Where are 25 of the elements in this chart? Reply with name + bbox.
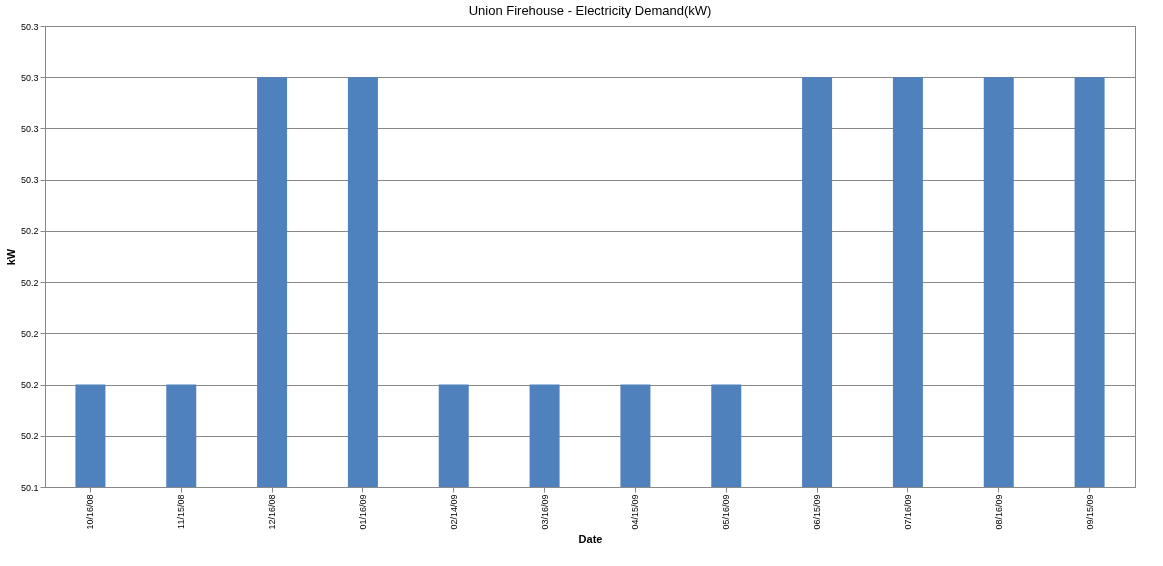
x-tick-label: 03/16/09 (539, 494, 550, 530)
x-tick-label: 12/16/08 (267, 494, 278, 530)
y-tick-label: 50.2 (20, 431, 39, 442)
x-tick-label: 05/16/09 (721, 494, 732, 530)
chart-title: Union Firehouse - Electricity Demand(kW) (468, 3, 712, 18)
x-tick-label: 06/15/09 (812, 494, 823, 530)
y-tick-label: 50.1 (20, 482, 39, 493)
y-tick-label: 50.3 (20, 175, 39, 186)
y-tick-label: 50.3 (20, 123, 39, 134)
x-axis-title: Date (578, 532, 603, 545)
y-tick-label: 50.2 (20, 277, 39, 288)
y-tick-label: 50.3 (20, 21, 39, 32)
x-tick-label: 01/16/09 (357, 494, 368, 530)
x-tick-label: 07/16/09 (902, 494, 913, 530)
x-tick-label: 11/15/08 (176, 494, 187, 529)
x-tick-label: 09/15/09 (1084, 494, 1095, 530)
x-tick-label: 10/16/08 (85, 494, 96, 530)
y-axis-title: kW (4, 248, 17, 266)
y-tick-label: 50.2 (20, 328, 39, 339)
x-tick-label: 08/16/09 (993, 494, 1004, 530)
y-tick-label: 50.2 (20, 380, 39, 391)
y-tick-label: 50.2 (20, 226, 39, 237)
x-tick-label: 04/15/09 (630, 494, 641, 530)
y-tick-label: 50.3 (20, 72, 39, 83)
x-tick-label: 02/14/09 (448, 494, 459, 530)
